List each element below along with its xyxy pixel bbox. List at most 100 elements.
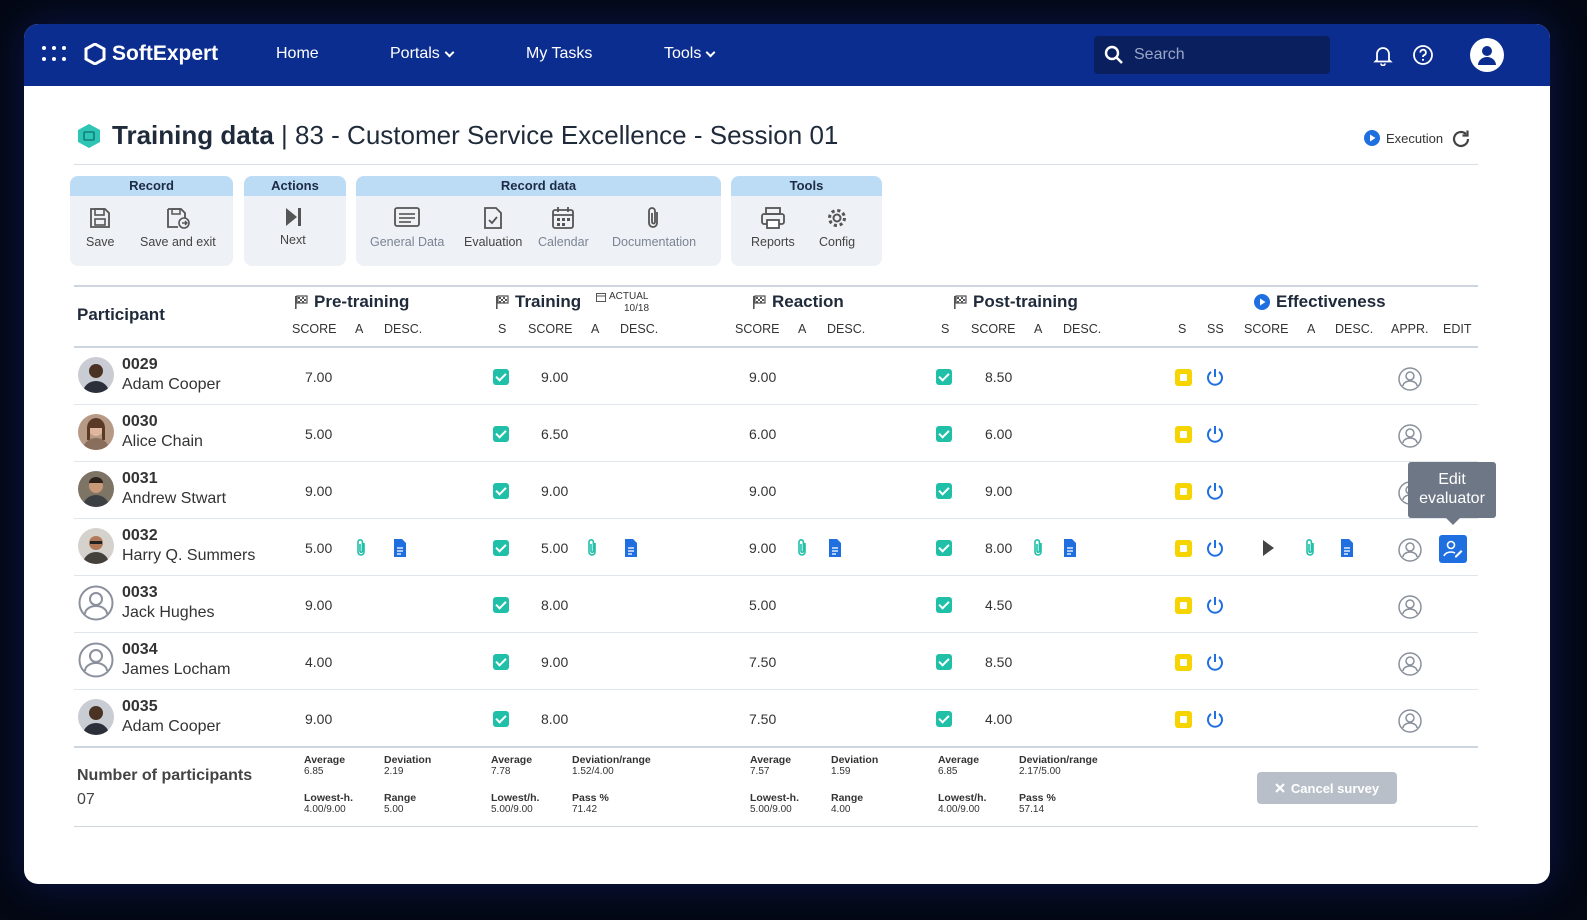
table-row[interactable]: 0032 Harry Q. Summers 5.00 5.00 9.00 8.0… xyxy=(74,519,1478,576)
table-row[interactable]: 0029 Adam Cooper 7.00 9.00 9.00 8.50 xyxy=(74,348,1478,405)
post-checked-checkbox[interactable] xyxy=(936,711,952,727)
paperclip-icon[interactable] xyxy=(585,538,601,558)
col-training-desc: DESC. xyxy=(620,322,659,336)
table-row[interactable]: 0031 Andrew Stwart 9.00 9.00 9.00 9.00 xyxy=(74,462,1478,519)
table-row[interactable]: 0035 Adam Cooper 9.00 8.00 7.50 4.00 xyxy=(74,690,1478,747)
search-input[interactable] xyxy=(1134,46,1314,64)
table-row[interactable]: 0033 Jack Hughes 9.00 8.00 5.00 4.50 xyxy=(74,576,1478,633)
status-stop-icon[interactable] xyxy=(1175,483,1192,500)
col-pre-score: SCORE xyxy=(292,322,337,336)
training-checked-checkbox[interactable] xyxy=(493,540,509,556)
paperclip-icon[interactable] xyxy=(1303,538,1319,558)
calendar-label: Calendar xyxy=(538,235,589,249)
approver-user-icon[interactable] xyxy=(1398,595,1422,619)
bell-icon[interactable] xyxy=(1372,44,1394,66)
section-effectiveness: Effectiveness xyxy=(1254,292,1386,312)
chevron-down-icon xyxy=(444,47,455,57)
col-reaction-score: SCORE xyxy=(735,322,780,336)
status-stop-icon[interactable] xyxy=(1175,711,1192,728)
col-post-desc: DESC. xyxy=(1063,322,1102,336)
training-checked-checkbox[interactable] xyxy=(493,597,509,613)
config-button[interactable]: Config xyxy=(819,206,855,249)
participant-name: Andrew Stwart xyxy=(122,490,227,507)
power-icon[interactable] xyxy=(1205,538,1225,558)
stat-training-average: Average 7.78 xyxy=(491,754,533,777)
cancel-survey-button[interactable]: Cancel survey xyxy=(1257,772,1397,804)
status-stop-icon[interactable] xyxy=(1175,426,1192,443)
help-icon[interactable] xyxy=(1412,44,1434,66)
status-stop-icon[interactable] xyxy=(1175,654,1192,671)
stat-post-pass: Pass % 57.14 xyxy=(1019,792,1056,815)
nav-portals[interactable]: Portals xyxy=(390,45,455,63)
evaluation-icon xyxy=(484,207,503,229)
flag-icon xyxy=(753,295,766,309)
evaluation-button[interactable]: Evaluation xyxy=(464,206,522,249)
training-checked-checkbox[interactable] xyxy=(493,369,509,385)
participant-name: James Locham xyxy=(122,661,231,678)
reaction-score: 9.00 xyxy=(749,540,777,556)
approver-user-icon[interactable] xyxy=(1398,538,1422,562)
document-icon[interactable] xyxy=(827,538,843,558)
status-stop-icon[interactable] xyxy=(1175,597,1192,614)
training-checked-checkbox[interactable] xyxy=(493,654,509,670)
power-icon[interactable] xyxy=(1205,652,1225,672)
paperclip-icon[interactable] xyxy=(795,538,811,558)
power-icon[interactable] xyxy=(1205,424,1225,444)
document-icon[interactable] xyxy=(1062,538,1078,558)
training-checked-checkbox[interactable] xyxy=(493,483,509,499)
power-icon[interactable] xyxy=(1205,367,1225,387)
user-avatar[interactable] xyxy=(1470,38,1504,72)
config-label: Config xyxy=(819,235,856,249)
power-icon[interactable] xyxy=(1205,595,1225,615)
reaction-score: 9.00 xyxy=(749,483,777,499)
document-icon[interactable] xyxy=(392,538,408,558)
power-icon[interactable] xyxy=(1205,481,1225,501)
paperclip-icon[interactable] xyxy=(1031,538,1047,558)
document-icon[interactable] xyxy=(623,538,639,558)
reaction-score: 7.50 xyxy=(749,654,777,670)
status-stop-icon[interactable] xyxy=(1175,369,1192,386)
refresh-icon[interactable] xyxy=(1450,128,1472,150)
approver-user-icon[interactable] xyxy=(1398,652,1422,676)
training-checked-checkbox[interactable] xyxy=(493,426,509,442)
post-checked-checkbox[interactable] xyxy=(936,369,952,385)
general-data-button[interactable]: General Data xyxy=(370,206,444,249)
participant-photo xyxy=(78,699,114,735)
reports-button[interactable]: Reports xyxy=(751,206,795,249)
footer-bottom-border xyxy=(74,826,1478,827)
training-checked-checkbox[interactable] xyxy=(493,711,509,727)
power-icon[interactable] xyxy=(1205,709,1225,729)
post-checked-checkbox[interactable] xyxy=(936,597,952,613)
brand-logo[interactable]: SoftExpert xyxy=(84,42,218,66)
save-button[interactable]: Save xyxy=(86,206,115,249)
post-checked-checkbox[interactable] xyxy=(936,654,952,670)
approver-user-icon[interactable] xyxy=(1398,367,1422,391)
softexpert-logo-icon xyxy=(84,43,106,65)
section-training: Training xyxy=(495,292,581,312)
approver-user-icon[interactable] xyxy=(1398,424,1422,448)
table-row[interactable]: 0034 James Locham 4.00 9.00 7.50 8.50 xyxy=(74,633,1478,690)
ribbon-group-label: Record data xyxy=(356,176,721,196)
calendar-button[interactable]: Calendar xyxy=(538,206,589,249)
next-button[interactable]: Next xyxy=(280,206,306,247)
paperclip-icon[interactable] xyxy=(354,538,370,558)
nav-tools[interactable]: Tools xyxy=(664,45,716,63)
nav-home[interactable]: Home xyxy=(276,45,319,63)
status-stop-icon[interactable] xyxy=(1175,540,1192,557)
post-checked-checkbox[interactable] xyxy=(936,540,952,556)
title-detail: | 83 - Customer Service Excellence - Ses… xyxy=(281,120,839,150)
printer-icon xyxy=(760,207,785,229)
post-checked-checkbox[interactable] xyxy=(936,426,952,442)
save-and-exit-button[interactable]: Save and exit xyxy=(140,206,216,249)
general-data-icon xyxy=(394,207,421,227)
table-row[interactable]: 0030 Alice Chain 5.00 6.50 6.00 6.00 xyxy=(74,405,1478,462)
documentation-button[interactable]: Documentation xyxy=(612,206,696,249)
post-checked-checkbox[interactable] xyxy=(936,483,952,499)
apps-grid-icon[interactable] xyxy=(42,46,66,64)
nav-my-tasks[interactable]: My Tasks xyxy=(526,45,592,63)
stat-training-pass: Pass % 71.42 xyxy=(572,792,609,815)
play-icon[interactable] xyxy=(1260,538,1276,558)
approver-user-icon[interactable] xyxy=(1398,709,1422,733)
document-icon[interactable] xyxy=(1339,538,1355,558)
edit-evaluator-button[interactable] xyxy=(1439,535,1467,563)
